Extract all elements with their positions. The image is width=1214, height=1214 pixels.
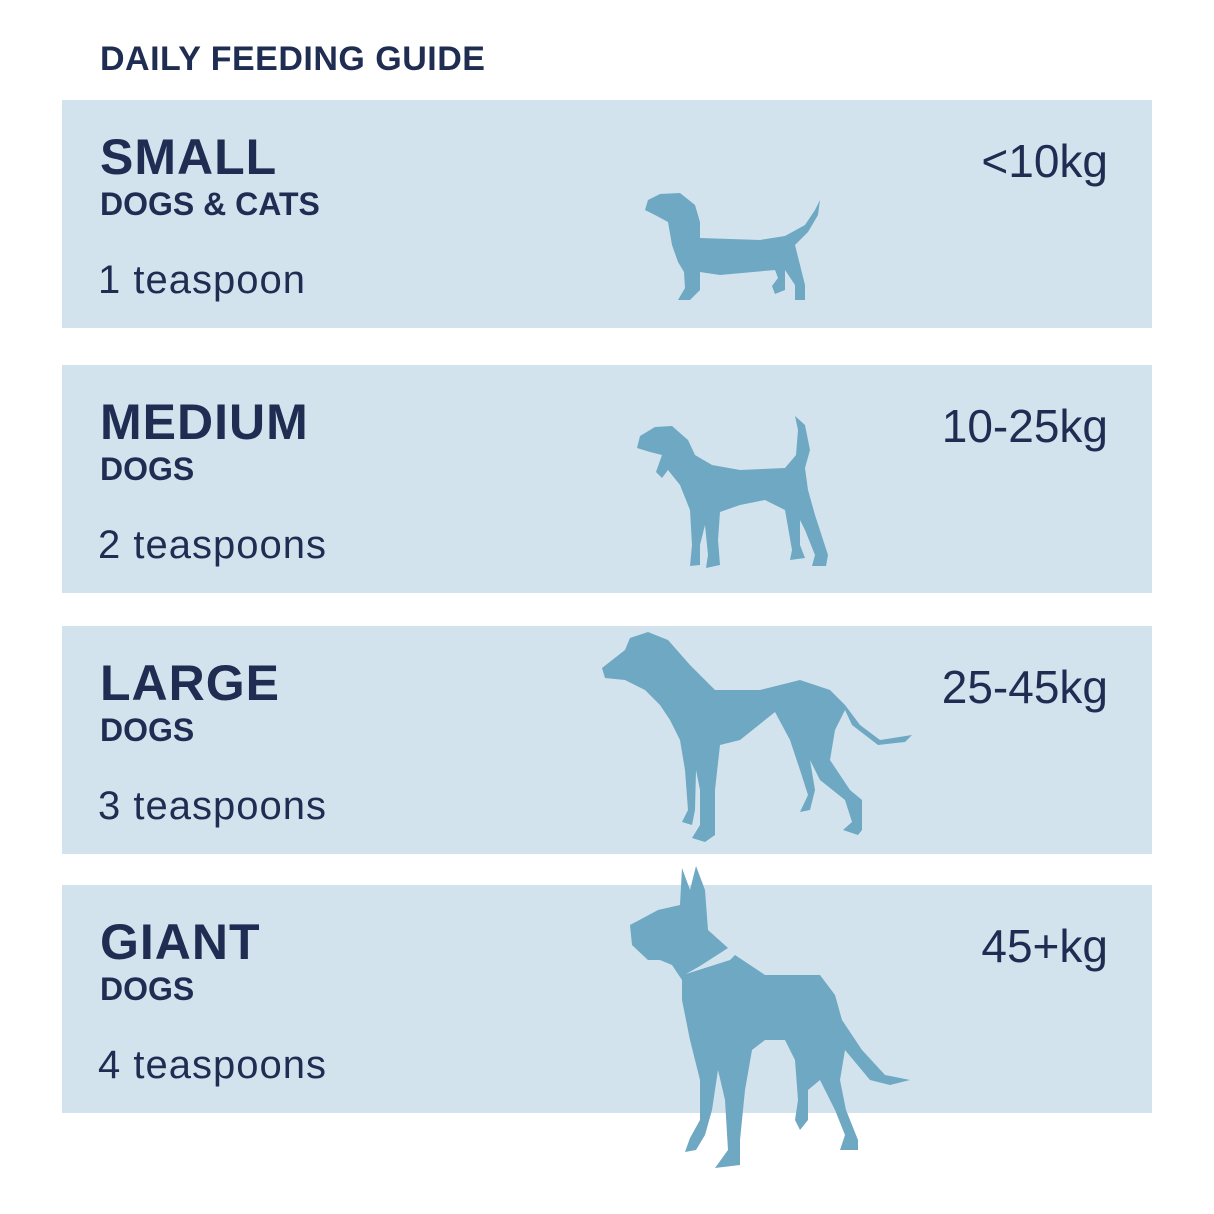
weight: <10kg bbox=[981, 135, 1108, 187]
amount: 1 teaspoon bbox=[98, 258, 306, 302]
size-sublabel: DOGS bbox=[100, 451, 195, 487]
weight: 10-25kg bbox=[941, 400, 1108, 452]
size-label: LARGE bbox=[100, 655, 280, 711]
amount: 4 teaspoons bbox=[98, 1043, 327, 1087]
row-medium: MEDIUM DOGS 2 teaspoons 10-25kg bbox=[62, 365, 1152, 593]
size-label: MEDIUM bbox=[100, 394, 309, 450]
amount: 3 teaspoons bbox=[98, 784, 327, 828]
size-sublabel: DOGS bbox=[100, 971, 195, 1007]
weight: 25-45kg bbox=[941, 661, 1108, 713]
size-sublabel: DOGS & CATS bbox=[100, 186, 320, 222]
size-label: GIANT bbox=[100, 914, 261, 970]
size-label: SMALL bbox=[100, 129, 278, 185]
row-small: SMALL DOGS & CATS 1 teaspoon <10kg bbox=[62, 100, 1152, 328]
amount: 2 teaspoons bbox=[98, 523, 327, 567]
row-large: LARGE DOGS 3 teaspoons 25-45kg bbox=[62, 626, 1152, 854]
size-sublabel: DOGS bbox=[100, 712, 195, 748]
weight: 45+kg bbox=[981, 920, 1108, 972]
page-title: DAILY FEEDING GUIDE bbox=[100, 40, 486, 78]
row-giant: GIANT DOGS 4 teaspoons 45+kg bbox=[62, 885, 1152, 1113]
